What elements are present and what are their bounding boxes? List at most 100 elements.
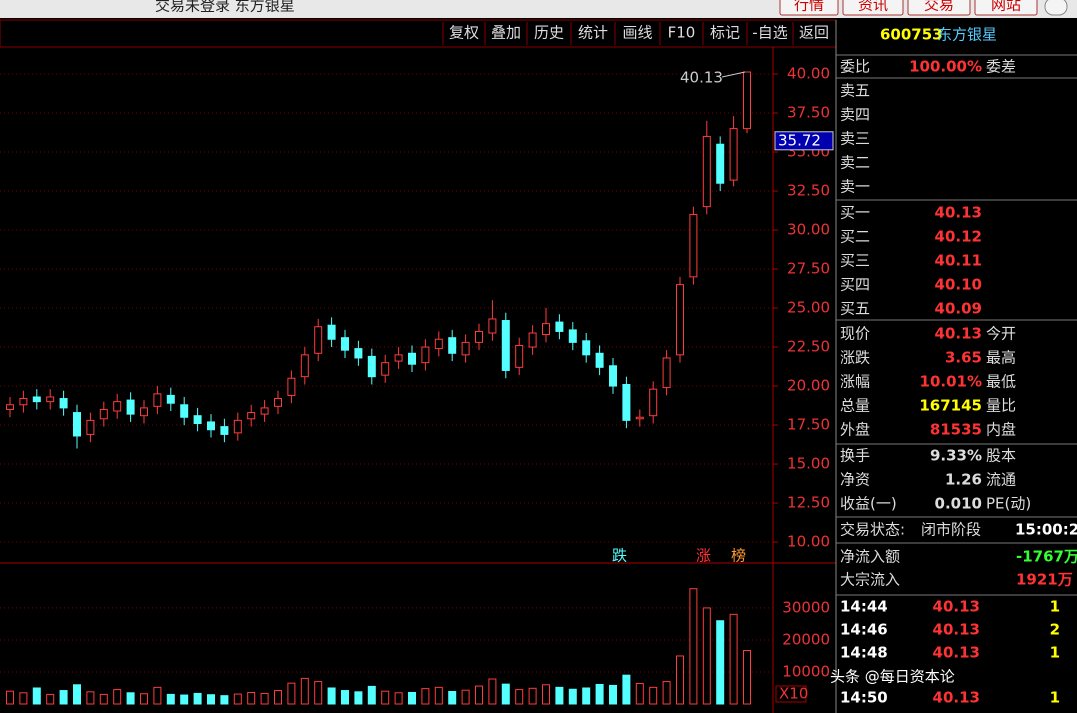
toolbar-button[interactable]: 叠加 (491, 24, 521, 42)
volume-bar (408, 691, 416, 705)
volume-bar (568, 688, 577, 705)
volume-bar (207, 694, 215, 705)
candle-body (488, 318, 497, 334)
volume-bar (501, 683, 510, 705)
volume-bar (32, 687, 41, 705)
volume-bar (59, 690, 68, 705)
candle-body (662, 357, 671, 389)
window-button-label[interactable]: 网站 (991, 0, 1021, 14)
volume-bar (354, 691, 363, 705)
candle-body (743, 71, 751, 130)
bid-label: 买三 (840, 252, 870, 270)
candle-body (609, 365, 617, 387)
stock-code: 600753 (880, 26, 943, 44)
candle-body (32, 396, 41, 403)
volume-bar (19, 692, 28, 705)
signal-label: 跌 (612, 547, 627, 565)
window-button[interactable] (842, 0, 904, 16)
toolbar-button[interactable]: 标记 (710, 24, 740, 42)
y-tick-label: 32.50 (787, 182, 830, 200)
candle-body (86, 419, 95, 435)
volume-bar (421, 688, 430, 705)
stat-label2: 内盘 (986, 421, 1016, 439)
trade-volume: 2 (1050, 621, 1060, 639)
y-tick-label: 20000 (782, 630, 830, 648)
cursor-box (774, 131, 834, 151)
candle-body (193, 415, 202, 424)
y-tick-label: 25.00 (787, 299, 830, 317)
candle-body (113, 401, 122, 412)
candle-body (582, 340, 591, 356)
volume-bar (542, 684, 550, 705)
candle-body (166, 394, 175, 404)
flow-label: 大宗流入 (840, 571, 900, 589)
volume-bar (113, 689, 122, 705)
stat-value: 1.26 (945, 471, 982, 489)
trade-volume: 1 (1050, 598, 1060, 616)
candle-body (300, 354, 309, 378)
candle-body (59, 398, 68, 409)
window-button-label[interactable]: 交易 (924, 0, 954, 14)
y-tick-label: 40.00 (787, 65, 830, 83)
stat-label: 涨幅 (840, 373, 870, 391)
toolbar-button[interactable]: -自选 (752, 24, 787, 42)
volume-bar (716, 620, 725, 705)
candle-body (354, 348, 363, 359)
toolbar-button[interactable]: 统计 (578, 24, 608, 42)
y-tick-label: 17.50 (787, 416, 830, 434)
signal-label: 涨 (696, 547, 711, 565)
volume-bar (609, 684, 617, 705)
stat-label2: PE(动) (986, 495, 1031, 513)
window-button-label[interactable]: 行情 (794, 0, 824, 14)
flow-value: -1767万 (1016, 548, 1077, 566)
candle-body (247, 412, 256, 420)
order-ratio-label2: 委差 (986, 58, 1016, 76)
window-button-label[interactable]: 资讯 (858, 0, 888, 14)
stat-value: 167145 (919, 397, 982, 415)
ask-label: 卖三 (840, 130, 870, 148)
volume-bar (327, 687, 336, 705)
candle-body (461, 341, 470, 356)
stat-label: 涨跌 (840, 349, 870, 367)
y-tick-label: 12.50 (787, 494, 830, 512)
toolbar-button[interactable]: F10 (668, 24, 696, 42)
candle-body (327, 324, 336, 340)
candle-body (729, 128, 738, 181)
toolbar-button[interactable]: 返回 (799, 24, 829, 42)
stock-name: 东方银星 (937, 26, 997, 44)
window-button[interactable] (907, 0, 971, 16)
window-button[interactable] (779, 0, 839, 16)
close-button[interactable] (1044, 0, 1068, 16)
candle-body (233, 419, 242, 434)
stat-label2: 量比 (986, 397, 1016, 415)
stat-label: 收益(一) (840, 495, 897, 513)
stat-label2: 最高 (986, 349, 1016, 367)
volume-bar (233, 693, 242, 705)
volume-bar (582, 687, 591, 705)
bid-value: 40.13 (935, 204, 982, 222)
candle-body (716, 143, 725, 184)
volume-bar (99, 693, 108, 705)
toolbar-button[interactable]: 画线 (622, 24, 652, 42)
candle-body (260, 407, 269, 415)
candle-body (367, 355, 376, 378)
stat-label2: 流通 (986, 471, 1016, 489)
y-tick-label: 30000 (782, 598, 830, 616)
ask-label: 卖二 (840, 154, 870, 172)
toolbar-button[interactable]: 历史 (534, 24, 564, 42)
toolbar-button[interactable]: 复权 (449, 24, 479, 42)
volume-bar (126, 692, 135, 705)
candle-body (475, 330, 483, 343)
candle-body (515, 344, 524, 368)
window-button[interactable] (974, 0, 1038, 16)
bid-value: 40.11 (935, 252, 982, 270)
candle-body (448, 337, 457, 354)
flow-label: 净流入额 (840, 548, 900, 566)
bid-label: 买一 (840, 204, 870, 222)
volume-bar (274, 690, 282, 705)
volume-bar (555, 686, 564, 705)
volume-bar (6, 690, 14, 705)
volume-bar (461, 689, 470, 705)
volume-bar (300, 677, 309, 705)
signal-label: 榜 (731, 547, 746, 565)
